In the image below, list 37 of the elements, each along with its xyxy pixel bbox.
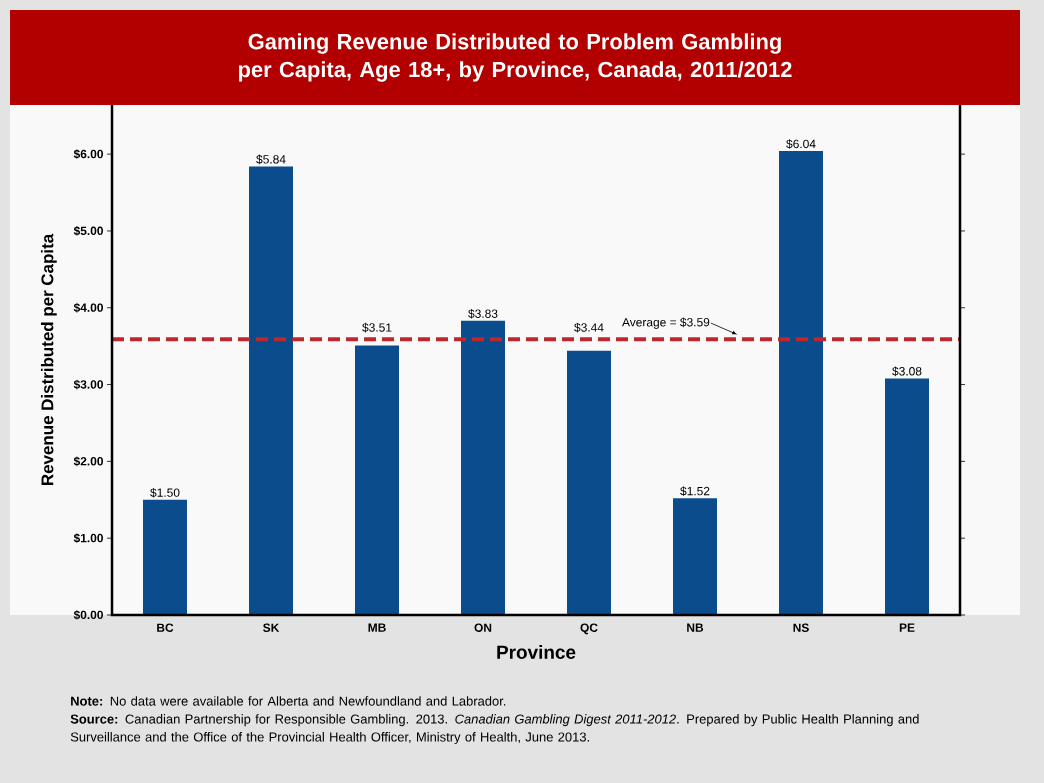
data-label: $3.51 xyxy=(362,322,392,333)
data-label: $3.44 xyxy=(574,322,604,333)
y-tick-label: $3.00 xyxy=(73,379,103,390)
bar xyxy=(461,320,506,615)
x-tick-label: QC xyxy=(580,623,598,635)
y-tick-label: $0.00 xyxy=(73,610,103,620)
bar xyxy=(673,498,718,615)
data-label: $3.83 xyxy=(468,308,498,319)
text: Note: No data were available for Alberta and Newfoundland and Labrador. xyxy=(71,696,506,706)
x-tick-label: SK xyxy=(263,623,280,632)
x-axis-title: Province xyxy=(497,645,576,659)
x-tick-label: PE xyxy=(899,623,915,632)
ref-line-label: Average = $3.59 xyxy=(622,317,710,329)
bar xyxy=(779,151,824,615)
x-tick-label: BC xyxy=(157,623,174,632)
y-tick-label: $2.00 xyxy=(73,456,103,467)
x-tick-label: NS xyxy=(793,623,809,632)
bar xyxy=(143,499,188,615)
x-tick-label: NB xyxy=(687,623,704,632)
data-label: $3.08 xyxy=(892,366,922,377)
y-tick-label: $1.00 xyxy=(73,533,103,544)
y-tick-label: $6.00 xyxy=(73,149,103,160)
y-tick-label: $4.00 xyxy=(73,302,103,313)
bar xyxy=(567,350,612,615)
data-label: $5.84 xyxy=(256,154,286,165)
bar xyxy=(249,166,294,615)
bar xyxy=(355,345,400,615)
x-tick-label: ON xyxy=(474,623,492,632)
data-label: $1.50 xyxy=(150,487,180,498)
chart-title: Gaming Revenue Distributed to Problem Gambling per Capita, Age 18+, by Province, Canada, 2011/2012 xyxy=(238,33,792,82)
data-label: $6.04 xyxy=(786,139,816,149)
y-axis-title: Revenue Distributed per Capita xyxy=(40,233,57,485)
bar xyxy=(885,378,930,615)
text: Source: Canadian Partnership for Responsible Gambling. 2013. Canadian Gambling Digest 2011-2012. Prepared by Public Health Planning and Surveillance and the Office of the Provincial Health Officer, Ministry of Health, June 2013. xyxy=(70,714,919,745)
x-tick-label: MB xyxy=(368,623,386,632)
y-tick-label: $5.00 xyxy=(73,226,103,236)
data-label: $1.52 xyxy=(680,486,710,497)
